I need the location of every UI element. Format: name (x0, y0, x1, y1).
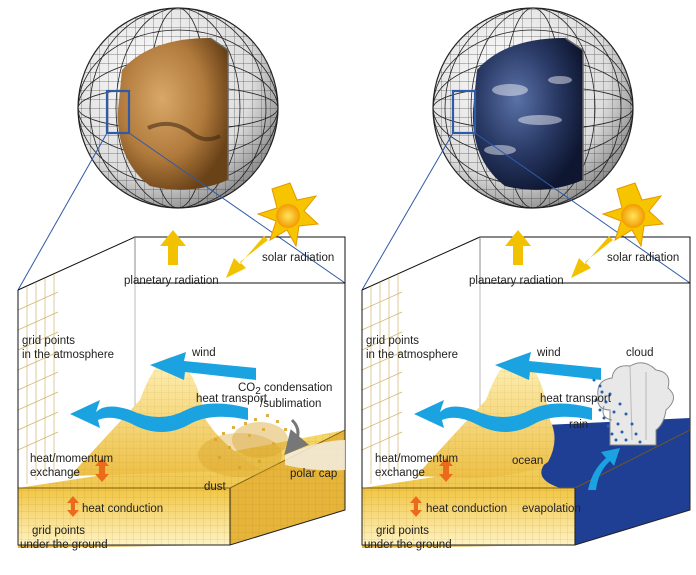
heat-conduction-arrow (410, 496, 422, 517)
label-grid-atm-2: in the atmosphere (22, 349, 114, 361)
label-evapolation: evapolation (522, 503, 581, 515)
label-heat-momentum-2: exchange (375, 467, 425, 479)
heat-momentum-arrow (439, 458, 453, 482)
label-dust: dust (204, 481, 227, 493)
ocean-block (575, 430, 690, 545)
label-solar-radiation: solar radiation (262, 252, 334, 264)
heat-momentum-arrow (95, 458, 109, 482)
earth-core (472, 38, 583, 190)
rain-drops (592, 378, 642, 444)
solar-radiation-arrow (571, 236, 613, 278)
label-heat-transport: heat transport (196, 393, 268, 405)
label-grid-ground-1: grid points (376, 525, 429, 537)
solar-radiation-arrow (226, 236, 268, 278)
mars-globe (77, 7, 279, 209)
left-panel-mars: solar radiation planetary radiation grid… (17, 7, 346, 551)
label-grid-atm-1: grid points (22, 335, 75, 347)
label-grid-ground-2: under the ground (364, 539, 452, 551)
heat-conduction-arrow (67, 496, 79, 517)
wind-arrow (150, 352, 256, 380)
label-wind: wind (536, 347, 561, 359)
label-sublimation: /sublimation (260, 398, 321, 410)
wind-arrow (495, 352, 601, 380)
label-grid-ground-2: under the ground (20, 539, 108, 551)
evaporation-arrow (588, 448, 620, 490)
label-grid-ground-1: grid points (32, 525, 85, 537)
label-wind: wind (191, 347, 216, 359)
heat-transport-arrow (414, 400, 592, 432)
label-ocean: ocean (512, 455, 543, 467)
co2-cycle-arrow (284, 418, 309, 456)
label-co2: CO2 condensation (238, 382, 332, 397)
mars-core (117, 38, 228, 190)
label-grid-atm-2: in the atmosphere (366, 349, 458, 361)
label-heat-momentum-2: exchange (30, 467, 80, 479)
label-solar-radiation: solar radiation (607, 252, 679, 264)
heat-transport-arrow (70, 400, 248, 432)
label-heat-momentum-1: heat/momentum (30, 453, 113, 465)
grid-cell-highlight (451, 89, 477, 135)
grid-cell-highlight (105, 89, 131, 135)
label-heat-conduction: heat conduction (82, 503, 163, 515)
planetary-radiation-arrow (160, 230, 186, 265)
label-heat-conduction: heat conduction (426, 503, 507, 515)
label-planetary-radiation: planetary radiation (469, 275, 564, 287)
sun-icon (256, 182, 320, 248)
right-panel-earth: solar radiation planetary radiation grid… (361, 7, 691, 551)
polar-cap (285, 440, 345, 471)
planetary-radiation-arrow (505, 230, 531, 265)
label-grid-atm-1: grid points (366, 335, 419, 347)
label-heat-transport: heat transport (540, 393, 612, 405)
label-planetary-radiation: planetary radiation (124, 275, 219, 287)
dust-cloud (198, 414, 293, 477)
label-cloud: cloud (626, 347, 654, 359)
label-polar-cap: polar cap (290, 468, 337, 480)
sun-icon (601, 182, 665, 248)
label-heat-momentum-1: heat/momentum (375, 453, 458, 465)
label-rain: rain (569, 419, 588, 431)
earth-globe (432, 7, 634, 209)
